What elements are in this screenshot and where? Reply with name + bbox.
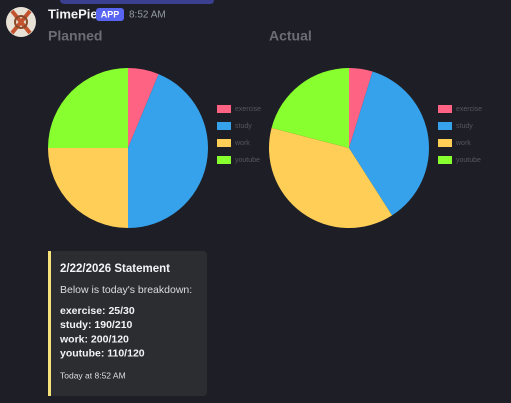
- embed-line: exercise: 25/30: [60, 305, 135, 317]
- legend-swatch: [217, 139, 231, 147]
- app-badge: [96, 8, 124, 21]
- reply-bar: [60, 0, 214, 4]
- legend-label: exercise: [235, 106, 261, 113]
- embed-description: Below is today's breakdown:: [60, 284, 192, 296]
- app-badge-label: APP: [101, 9, 120, 19]
- legend-label: youtube: [456, 157, 481, 164]
- legend-label: study: [456, 123, 473, 130]
- chart-title: Actual: [269, 28, 312, 44]
- author-name[interactable]: TimePie: [48, 6, 98, 21]
- chart-title: Planned: [48, 28, 102, 44]
- pie-slice: [349, 71, 429, 216]
- pie-slice: [128, 68, 159, 148]
- charts: Planned exercise study work youtube Actual exe…: [48, 28, 482, 229]
- legend-swatch: [217, 156, 231, 164]
- legend-label: study: [235, 123, 252, 130]
- embed-line: youtube: 110/120: [60, 348, 145, 360]
- legend-label: youtube: [235, 157, 260, 164]
- embed-line: study: 190/210: [60, 319, 133, 331]
- pie-slice: [48, 148, 128, 228]
- embed-border: [48, 251, 51, 396]
- embed: [48, 251, 207, 396]
- pie-slice: [349, 68, 373, 148]
- embed-lines: exercise: 25/30 study: 190/210 work: 200/1…: [59, 305, 145, 360]
- legend-label: work: [455, 140, 471, 147]
- legend-swatch: [438, 105, 452, 113]
- legend-swatch: [217, 122, 231, 130]
- timestamp: 8:52 AM: [129, 10, 166, 21]
- legend-swatch: [438, 139, 452, 147]
- embed-line: work: 200/120: [59, 333, 129, 345]
- embed-footer: Today at 8:52 AM: [60, 370, 126, 380]
- legend-swatch: [438, 156, 452, 164]
- legend-label: work: [234, 140, 250, 147]
- legend-label: exercise: [456, 106, 482, 113]
- pie-slice: [48, 68, 128, 148]
- pie-slice: [271, 68, 349, 148]
- pie-slice: [269, 127, 393, 228]
- avatar[interactable]: [6, 7, 36, 37]
- pie-slice: [128, 74, 209, 229]
- legend-swatch: [217, 105, 231, 113]
- embed-title: 2/22/2026 Statement: [60, 263, 170, 275]
- legend-swatch: [438, 122, 452, 130]
